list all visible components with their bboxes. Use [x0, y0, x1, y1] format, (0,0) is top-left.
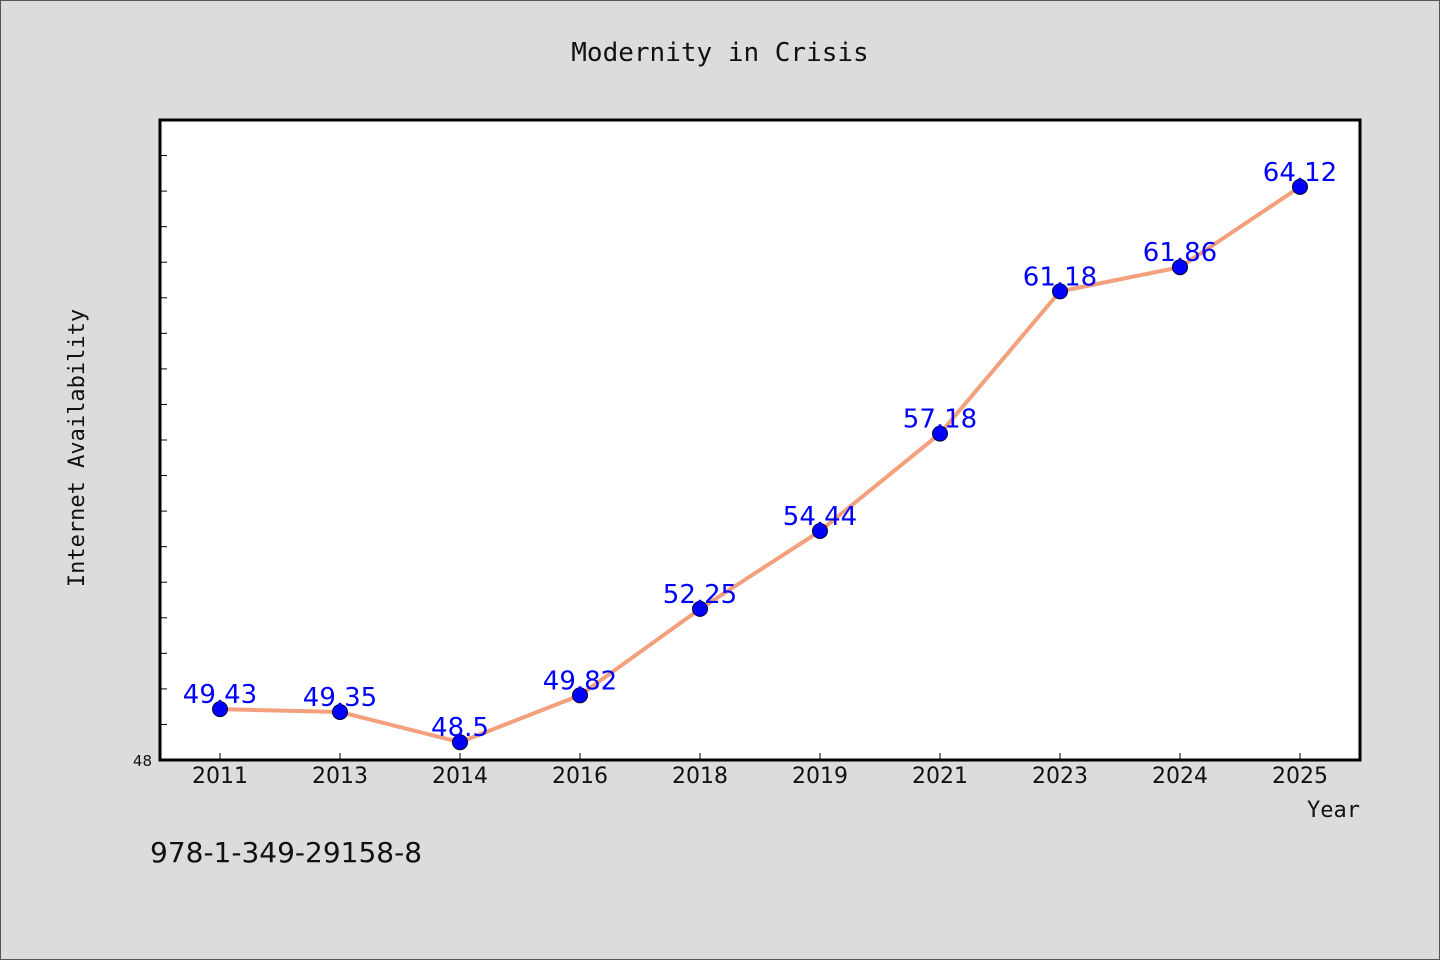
- data-label: 49.35: [303, 683, 377, 713]
- data-point: [212, 701, 228, 718]
- series-line: [219, 185, 1302, 745]
- x-tick-label: 2016: [552, 764, 608, 789]
- data-point: [1292, 178, 1308, 195]
- x-tick-label: 2025: [1272, 764, 1328, 789]
- data-point: [1172, 259, 1188, 276]
- data-point: [692, 600, 708, 617]
- data-point: [932, 425, 948, 442]
- plot-area: [158, 118, 1362, 762]
- data-label: 61.86: [1143, 238, 1217, 268]
- x-tick-label: 2018: [672, 764, 728, 789]
- x-tick-label: 2014: [432, 764, 488, 789]
- x-tick-label: 2019: [792, 764, 848, 789]
- data-label: 54.44: [783, 502, 857, 532]
- data-label: 64.12: [1263, 158, 1337, 188]
- x-tick-label: 2023: [1032, 764, 1088, 789]
- x-tick-label: 2024: [1152, 764, 1208, 789]
- data-point: [1052, 283, 1068, 300]
- x-tick-label: 2011: [192, 764, 248, 789]
- data-label: 49.82: [543, 666, 617, 696]
- data-point: [452, 734, 468, 751]
- data-point: [572, 687, 588, 704]
- isbn-text: 978-1-349-29158-8: [150, 836, 422, 869]
- data-label-layer: 49.43 49.35 48.5 49.82 52.25 54.44 57.18 61.18 6…: [183, 158, 1337, 743]
- data-label: 48.5: [431, 713, 489, 743]
- x-tick-label: 2021: [912, 764, 968, 789]
- y-axis-label: Internet Availability: [65, 309, 90, 587]
- data-label: 49.43: [183, 680, 257, 710]
- data-label: 52.25: [663, 580, 737, 610]
- data-point: [812, 523, 828, 540]
- x-tick-label: 2013: [312, 764, 368, 789]
- y-tick-label: 48: [133, 752, 152, 770]
- y-axis-ticks: [160, 119, 167, 725]
- x-axis-ticks: 2011 2013 2014 2016 2018 2019 2021 2023 2024 2025: [192, 753, 1328, 789]
- data-label: 61.18: [1023, 262, 1097, 292]
- chart-title: Modernity in Crisis: [571, 38, 868, 68]
- data-point: [332, 704, 348, 720]
- series-layer: [212, 178, 1308, 751]
- data-label: 57.18: [903, 405, 977, 435]
- x-axis-label: Year: [1307, 798, 1360, 823]
